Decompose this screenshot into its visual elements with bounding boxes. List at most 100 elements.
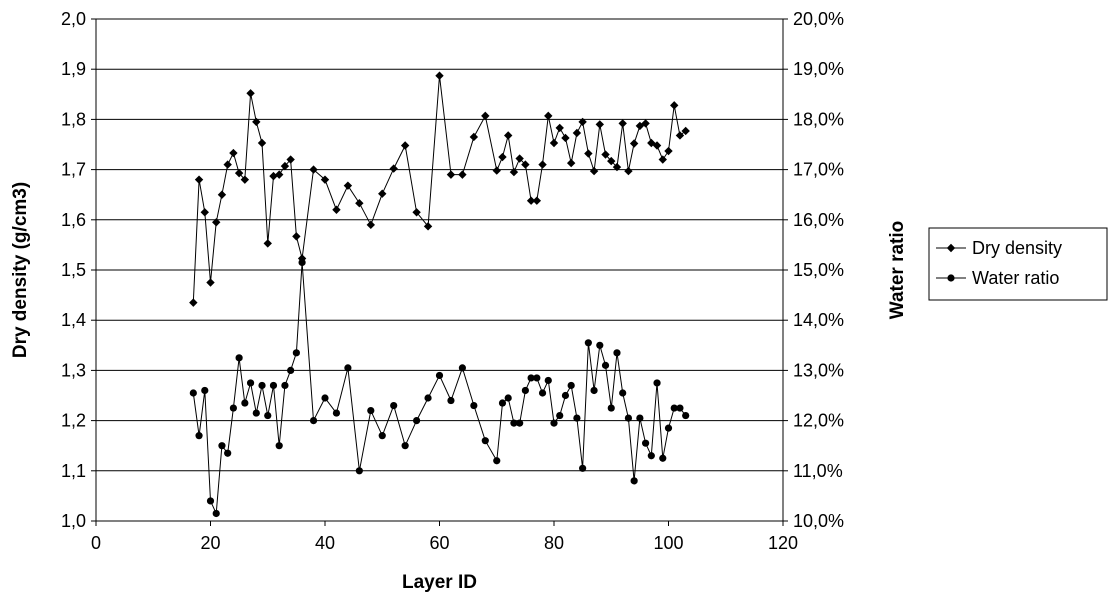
water-ratio-point [504, 394, 512, 402]
dry-density-point [246, 89, 255, 98]
water-ratio-point [229, 404, 237, 412]
x-tick-label: 100 [653, 533, 683, 553]
dry-density-point [206, 278, 215, 287]
dry-density-point [629, 139, 639, 148]
dry-density-point [234, 168, 244, 178]
x-tick-label: 20 [200, 533, 220, 553]
water-ratio-point [413, 417, 421, 425]
water-ratio-point [201, 386, 209, 395]
y-tick-label: 1,2 [61, 411, 86, 431]
water-ratio-point [601, 361, 610, 369]
dry-density-point [200, 208, 209, 217]
y2-tick-label: 19,0% [793, 59, 844, 79]
y-tick-label: 1,1 [61, 461, 86, 481]
water-ratio-point [630, 477, 638, 485]
dry-density-point [252, 117, 261, 127]
y-tick-label: 1,0 [61, 511, 86, 531]
y-axis-title: Dry density (g/cm3) [10, 182, 31, 358]
dry-density-point [658, 155, 667, 164]
water-ratio-point [579, 464, 587, 472]
legend-label-water-ratio: Water ratio [972, 268, 1059, 288]
water-ratio-point [538, 389, 547, 397]
dry-density-point [532, 196, 542, 205]
dry-density-point [332, 205, 341, 214]
water-ratio-point [573, 414, 581, 422]
water-ratio-point [624, 414, 633, 422]
water-ratio-point [613, 349, 621, 357]
water-ratio-point [241, 399, 249, 407]
water-ratio-point [607, 404, 615, 412]
dry-density-point [675, 131, 685, 140]
dry-density-point [607, 156, 616, 166]
x-axis-title: Layer ID [402, 572, 477, 593]
water-ratio-point [653, 379, 661, 387]
dry-density-point [498, 152, 507, 162]
dry-density-point [194, 175, 204, 184]
dry-density-point [378, 189, 387, 198]
dry-density-point [521, 160, 530, 169]
dry-density-point [212, 218, 221, 227]
water-ratio-point [493, 457, 501, 465]
water-ratio-point [332, 409, 341, 417]
series-layer [189, 71, 690, 518]
y2-tick-label: 16,0% [793, 210, 844, 230]
water-ratio-point [367, 406, 375, 415]
dry-density-point [681, 126, 690, 136]
water-ratio-point [309, 417, 318, 425]
y-tick-label: 1,5 [61, 260, 86, 280]
legend-marker-dry-density [946, 243, 956, 253]
dry-density-point [670, 101, 679, 110]
dry-density-point [223, 160, 232, 169]
y2-tick-label: 12,0% [793, 411, 844, 431]
water-ratio-point [195, 432, 203, 440]
dry-density-point [566, 158, 576, 168]
water-ratio-point [355, 467, 363, 475]
water-ratio-point [344, 364, 352, 372]
y2-tick-label: 15,0% [793, 260, 844, 280]
y2-tick-label: 17,0% [793, 160, 844, 180]
legend-label-dry-density: Dry density [972, 238, 1062, 258]
y2-tick-label: 20,0% [793, 9, 844, 29]
water-ratio-point [235, 354, 243, 362]
dry-density-point [664, 146, 673, 156]
y2-tick-label: 10,0% [793, 511, 844, 531]
dry-density-line [192, 75, 687, 303]
dry-density-point [647, 138, 656, 148]
water-ratio-point [401, 442, 409, 450]
water-ratio-point [292, 349, 300, 357]
dry-density-point [492, 166, 501, 175]
water-ratio-point [636, 414, 644, 422]
water-ratio-point [246, 379, 255, 387]
dry-density-point [624, 166, 633, 176]
water-ratio-point [516, 419, 524, 427]
water-ratio-point [544, 376, 552, 385]
dry-density-point [269, 171, 278, 181]
dry-density-point [612, 162, 622, 172]
dry-density-point [578, 117, 587, 127]
dry-density-point [504, 131, 513, 140]
dry-density-point [584, 149, 593, 158]
dry-density-point [309, 165, 318, 174]
water-ratio-point [470, 401, 478, 410]
dry-density-point [280, 161, 290, 171]
water-ratio-point [682, 411, 690, 420]
dry-density-point [217, 190, 227, 199]
dry-density-point [240, 175, 250, 184]
x-tick-label: 0 [91, 533, 101, 553]
dry-density-series [189, 71, 690, 307]
x-tick-label: 80 [544, 533, 564, 553]
dry-density-point [618, 119, 627, 128]
dry-density-point [286, 155, 295, 164]
water-ratio-point [567, 381, 575, 390]
dry-density-point [561, 133, 570, 143]
water-ratio-series [189, 258, 690, 518]
dry-density-point [549, 138, 559, 148]
y-tick-label: 1,8 [61, 109, 86, 129]
y-tick-label: 1,3 [61, 360, 86, 380]
water-ratio-point [264, 411, 272, 420]
water-ratio-point [527, 374, 535, 382]
water-ratio-point [321, 394, 329, 402]
dry-density-point [652, 141, 662, 150]
dry-density-point [343, 181, 353, 190]
dry-density-point [641, 119, 650, 128]
